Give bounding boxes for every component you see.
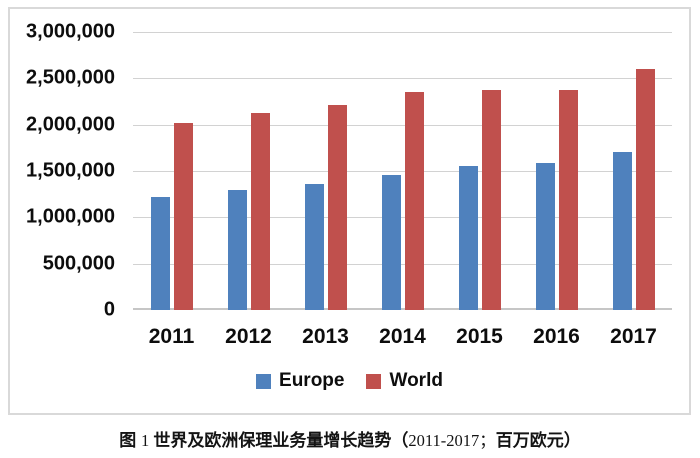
bar-world-2013 (327, 105, 347, 310)
x-axis: 2011 2012 2013 2014 2015 2016 2017 (133, 325, 672, 349)
legend-item-europe: Europe (256, 370, 344, 392)
chart-container: 0 500,000 1,000,000 1,500,000 2,000,000 2,500… (8, 7, 691, 415)
y-axis-tick-label: 500,000 (42, 252, 115, 275)
bars-layer (133, 32, 672, 310)
caption-segment: 2011-2017； (408, 431, 496, 450)
bar-group-2012 (210, 32, 287, 310)
x-axis-baseline (133, 308, 672, 310)
bar-world-2015 (481, 90, 501, 310)
bar-group-2016 (518, 32, 595, 310)
plot-area (133, 32, 672, 310)
figure-caption: 图 1 世界及欧洲保理业务量增长趋势（2011-2017；百万欧元） (0, 426, 700, 451)
caption-segment: 1 (140, 431, 154, 450)
x-axis-tick-label: 2017 (610, 325, 657, 348)
bar-europe-2011 (150, 197, 170, 310)
gridline (133, 125, 672, 126)
europe-color-swatch (256, 373, 272, 389)
legend-item-world: World (366, 370, 443, 392)
y-axis-tick-label: 2,500,000 (26, 66, 115, 89)
x-axis-tick-label: 2013 (302, 325, 349, 348)
bar-europe-2014 (381, 175, 401, 310)
bar-world-2017 (635, 69, 655, 310)
x-axis-tick-label: 2016 (533, 325, 580, 348)
bar-europe-2013 (304, 184, 324, 310)
x-axis-tick-label: 2011 (148, 325, 195, 348)
gridline (133, 78, 672, 79)
bar-group-2017 (595, 32, 672, 310)
legend-label-world: World (389, 370, 443, 391)
y-axis-tick-label: 2,000,000 (26, 113, 115, 136)
bar-group-2014 (364, 32, 441, 310)
gridline (133, 32, 672, 33)
y-axis-tick-label: 3,000,000 (26, 20, 115, 43)
bar-group-2013 (287, 32, 364, 310)
y-axis: 0 500,000 1,000,000 1,500,000 2,000,000 2,500… (10, 9, 115, 413)
gridlines-layer (133, 32, 672, 310)
bar-europe-2016 (535, 163, 555, 310)
caption-segment: 图 (119, 431, 141, 450)
gridline (133, 217, 672, 218)
bar-europe-2015 (458, 166, 478, 310)
x-axis-tick-label: 2015 (456, 325, 503, 348)
y-axis-tick-label: 1,000,000 (26, 205, 115, 228)
world-color-swatch (366, 373, 382, 389)
legend-label-europe: Europe (279, 370, 345, 391)
bar-europe-2012 (227, 190, 247, 310)
bar-group-2015 (441, 32, 518, 310)
legend: Europe World (10, 370, 689, 392)
bar-group-2011 (133, 32, 210, 310)
gridline (133, 171, 672, 172)
x-axis-tick-label: 2012 (225, 325, 272, 348)
bar-world-2016 (558, 90, 578, 310)
bar-europe-2017 (612, 152, 632, 310)
x-axis-tick-label: 2014 (379, 325, 426, 348)
bar-world-2011 (173, 123, 193, 310)
caption-segment: 世界及欧洲保理业务量增长趋势（ (153, 431, 409, 450)
gridline (133, 264, 672, 265)
y-axis-tick-label: 1,500,000 (26, 159, 115, 182)
bar-world-2012 (250, 113, 270, 310)
caption-segment: 百万欧元） (495, 431, 581, 450)
bar-world-2014 (404, 92, 424, 310)
y-axis-tick-label: 0 (103, 298, 115, 321)
